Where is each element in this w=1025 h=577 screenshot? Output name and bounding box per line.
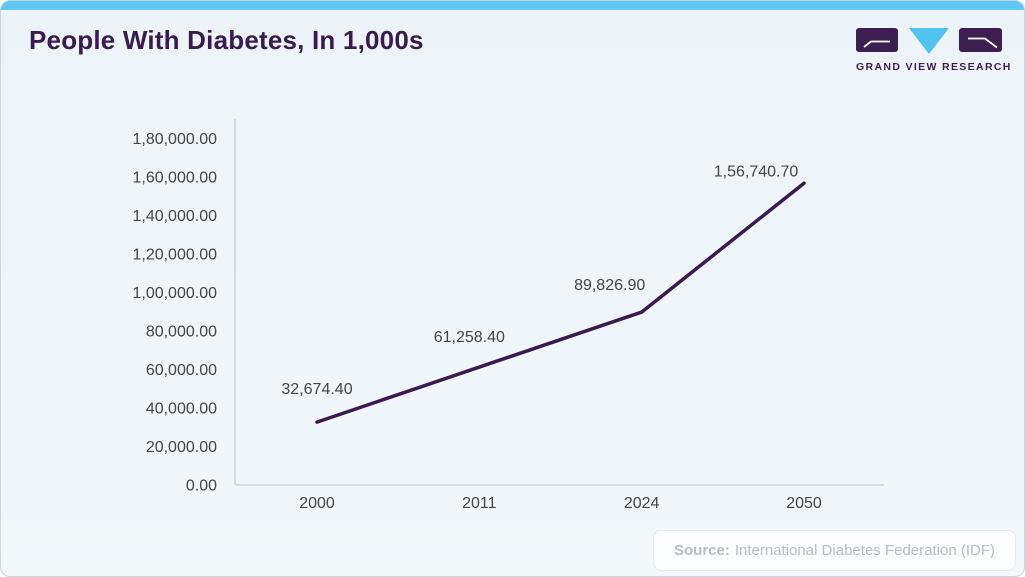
data-label: 1,56,740.70 [714, 163, 799, 180]
x-tick-label: 2011 [462, 495, 497, 512]
y-tick-label: 1,60,000.00 [132, 170, 217, 187]
data-label: 32,674.40 [281, 381, 352, 398]
source-label: Source: [674, 542, 730, 559]
data-label: 89,826.90 [574, 277, 645, 294]
top-accent-bar [1, 1, 1024, 10]
logo-r-icon [959, 28, 1002, 52]
source-note: Source: International Diabetes Federation… [653, 530, 1016, 571]
series-line [315, 181, 806, 424]
x-tick-label: 2050 [786, 495, 822, 512]
y-tick-label: 1,20,000.00 [132, 247, 217, 264]
logo-v-icon [908, 28, 949, 54]
x-tick-label: 2024 [624, 495, 660, 512]
source-text: International Diabetes Federation (IDF) [734, 542, 995, 559]
x-axis-tick-labels: 2000 2011 2024 2050 [299, 495, 822, 512]
y-axis-tick-labels: 0.00 20,000.00 40,000.00 60,000.00 80,000.00… [132, 131, 217, 495]
y-tick-label: 0.00 [186, 478, 217, 495]
axes [234, 119, 884, 486]
gvr-logo: GRAND VIEW RESEARCH [856, 28, 1012, 73]
gvr-logo-blocks [856, 28, 1002, 54]
logo-g-icon [856, 28, 898, 52]
page-title: People With Diabetes, In 1,000s [29, 25, 424, 55]
x-tick-label: 2000 [299, 495, 335, 512]
y-tick-label: 40,000.00 [146, 401, 217, 418]
data-label: 61,258.40 [434, 329, 505, 346]
data-labels: 32,674.40 61,258.40 89,826.90 1,56,740.70 [281, 163, 798, 398]
logo-brand-name: GRAND VIEW RESEARCH [856, 61, 1012, 73]
y-tick-label: 1,00,000.00 [132, 285, 217, 302]
y-tick-label: 1,40,000.00 [132, 208, 217, 225]
y-tick-label: 1,80,000.00 [132, 131, 217, 148]
y-tick-label: 60,000.00 [146, 362, 217, 379]
y-tick-label: 80,000.00 [146, 324, 217, 341]
y-tick-label: 20,000.00 [146, 439, 217, 456]
